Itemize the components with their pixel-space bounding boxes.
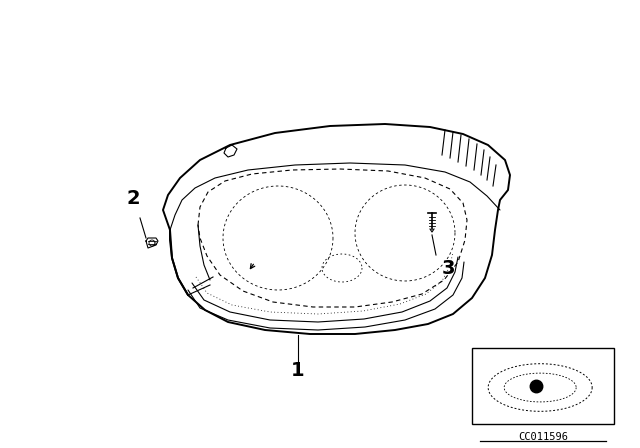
Text: 1: 1 bbox=[291, 361, 305, 379]
Text: CC011596: CC011596 bbox=[518, 432, 568, 442]
Bar bbox=[472, 348, 614, 424]
Text: 2: 2 bbox=[126, 189, 140, 207]
Text: 3: 3 bbox=[441, 258, 455, 277]
